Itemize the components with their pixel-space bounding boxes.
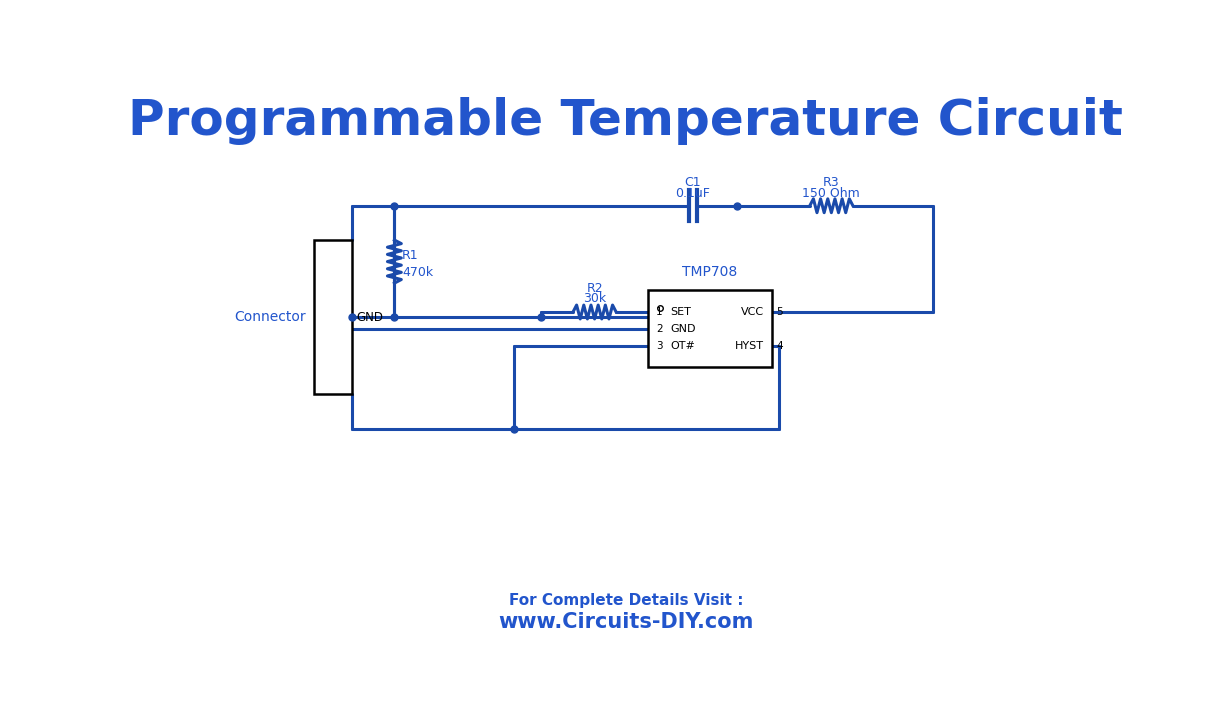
Text: 470k: 470k	[402, 266, 433, 279]
Text: For Complete Details Visit :: For Complete Details Visit :	[508, 593, 744, 608]
Text: VCC: VCC	[330, 250, 339, 273]
Text: HYST: HYST	[735, 341, 764, 351]
Text: 4: 4	[777, 341, 783, 351]
Text: OT#: OT#	[670, 341, 695, 351]
Text: SET: SET	[670, 307, 691, 317]
Text: GND: GND	[357, 311, 383, 324]
Text: C1: C1	[685, 176, 701, 189]
Text: TMP708: TMP708	[683, 265, 737, 279]
Text: www.Circuits-DIY.com: www.Circuits-DIY.com	[498, 612, 753, 632]
Text: 1: 1	[656, 307, 663, 317]
Text: Programmable Temperature Circuit: Programmable Temperature Circuit	[128, 97, 1123, 145]
Text: R1: R1	[402, 249, 419, 262]
Text: VCC: VCC	[741, 307, 764, 317]
Text: Out: Out	[330, 365, 339, 385]
Text: 3: 3	[656, 341, 663, 351]
Bar	[314, 240, 352, 395]
Text: 30k: 30k	[582, 292, 606, 305]
Text: Connector: Connector	[234, 310, 305, 325]
Text: GND: GND	[670, 324, 696, 334]
Bar	[648, 290, 772, 367]
Text: 0.1uF: 0.1uF	[675, 186, 711, 199]
Text: 150 Ohm: 150 Ohm	[802, 186, 861, 199]
Text: 5: 5	[777, 307, 783, 317]
Text: 2: 2	[656, 324, 663, 334]
Text: R2: R2	[586, 282, 603, 295]
Text: R3: R3	[823, 176, 840, 189]
